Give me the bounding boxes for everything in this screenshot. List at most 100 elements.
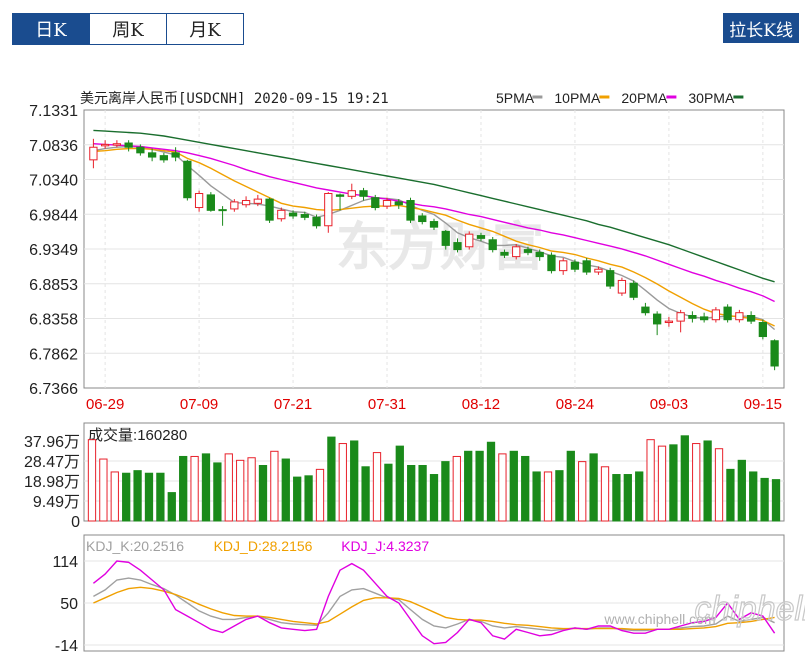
kline-y-tick-label: 7.0340 — [29, 173, 78, 190]
candle-body — [629, 282, 638, 298]
candle-body — [441, 230, 450, 246]
volume-bar — [771, 479, 781, 522]
candle-body — [688, 315, 697, 319]
candle-body — [241, 200, 251, 206]
tab-daily-k[interactable]: 日K — [12, 13, 90, 45]
candle-body — [277, 209, 286, 220]
watermark-logo: 东方财富 — [336, 219, 544, 277]
tab-weekly-k[interactable]: 周K — [90, 13, 167, 45]
candle-body — [136, 146, 145, 154]
volume-bar — [589, 453, 598, 522]
volume-bar — [714, 448, 724, 522]
candle-body — [312, 216, 321, 227]
ma-lines — [93, 129, 776, 331]
candle-body — [230, 201, 239, 210]
candle-body — [653, 313, 662, 325]
volume-bar — [224, 453, 233, 522]
candle-body — [394, 201, 403, 206]
candle-body — [89, 146, 98, 161]
volume-bar — [657, 445, 667, 522]
candle-body — [359, 190, 368, 197]
kline-y-tick-label: 6.8358 — [29, 312, 78, 329]
volume-bar — [213, 462, 222, 522]
volume-bar — [429, 474, 439, 522]
tab-monthly-k[interactable]: 月K — [167, 13, 244, 45]
kline-y-tick-label: 6.8853 — [29, 277, 78, 294]
candle-body — [183, 160, 192, 199]
kline-y-tick-label: 6.7862 — [29, 346, 78, 363]
candle-body — [535, 251, 544, 258]
volume-bar — [441, 461, 450, 522]
candle-body — [664, 320, 674, 324]
stretch-kline-button[interactable]: 拉长K线 — [723, 13, 799, 43]
volume-bar — [521, 455, 530, 522]
candle-body — [218, 209, 227, 212]
volume-bar — [350, 440, 359, 522]
candle-body — [335, 194, 345, 197]
volume-bar — [179, 455, 188, 522]
volume-bar — [304, 475, 313, 522]
kdj-line-KDJ_J — [92, 560, 776, 645]
volume-bar — [315, 468, 325, 522]
volume-bar — [566, 450, 575, 522]
volume-y-tick-label: 9.49万 — [33, 494, 80, 511]
candle-body — [711, 309, 721, 321]
candle-body — [735, 312, 744, 321]
volume-bar — [407, 464, 416, 522]
candle-body — [288, 212, 298, 217]
candle-body — [547, 254, 556, 272]
candle-body — [324, 193, 333, 227]
ma-line-20PMA — [93, 143, 775, 303]
ma-legend: 5PMA 10PMA 20PMA 30PMA — [496, 90, 744, 106]
kline-y-tick-label: 7.0836 — [29, 138, 78, 155]
kdj-legend: KDJ_K:20.2516 KDJ_D:28.2156 KDJ_J:4.3237 — [86, 538, 429, 554]
volume-y-tick-label: 28.47万 — [24, 454, 80, 471]
volume-bar — [201, 453, 211, 522]
ma-legend-label: 10PMA — [554, 90, 601, 106]
candle-body — [559, 260, 568, 272]
kdj-legend-label: KDJ_J:4.3237 — [341, 538, 429, 554]
volume-bars — [87, 435, 781, 522]
volume-bar — [532, 471, 541, 522]
volume-latest: 160280 — [137, 427, 187, 444]
candle-body — [265, 198, 274, 221]
ma-legend-label: 5PMA — [496, 90, 535, 106]
candle-body — [382, 200, 392, 207]
ma-line-30PMA — [93, 129, 775, 283]
ma-line-10PMA — [93, 147, 775, 327]
candle-body — [746, 315, 756, 322]
volume-bar — [760, 477, 769, 522]
volume-bar — [144, 472, 154, 522]
period-tabs: 日K 周K 月K — [12, 13, 244, 45]
volume-y-tick-label: 0 — [71, 514, 80, 531]
volume-bar — [555, 470, 564, 522]
volume-bar — [247, 457, 256, 522]
kdj-y-tick-label: -14 — [55, 638, 78, 653]
volume-bar — [236, 459, 245, 522]
volume-bar — [327, 436, 336, 522]
watermark-site-logo: chiphell — [694, 590, 805, 628]
candle-body — [300, 214, 309, 218]
kdj-legend-label: KDJ_D:28.2156 — [214, 538, 313, 554]
volume-bar — [384, 463, 393, 522]
kline-y-axis: 7.1331 7.0836 7.0340 6.9844 6.9349 6.8853 6.83… — [29, 103, 78, 398]
candle-body — [594, 268, 603, 273]
volume-y-tick-label: 37.96万 — [24, 434, 80, 451]
kdj-legend-label: KDJ_K:20.2516 — [86, 538, 184, 554]
candle-body — [582, 260, 591, 273]
candle-body — [429, 221, 439, 228]
volume-bar — [110, 471, 119, 522]
kline-x-tick-label: 09-03 — [650, 396, 688, 413]
candle-body — [488, 239, 497, 251]
volume-bar — [726, 468, 735, 522]
kline-x-tick-label: 07-21 — [274, 396, 312, 413]
volume-title-text: 成交量 — [88, 426, 133, 444]
volume-bar — [372, 452, 382, 522]
kline-y-tick-label: 7.1331 — [29, 103, 78, 120]
candle-body — [253, 198, 262, 204]
candle-body — [101, 143, 110, 147]
volume-bar — [87, 439, 97, 522]
kline-x-tick-label: 07-31 — [368, 396, 406, 413]
candle-body — [500, 251, 509, 256]
volume-bar — [509, 450, 518, 522]
